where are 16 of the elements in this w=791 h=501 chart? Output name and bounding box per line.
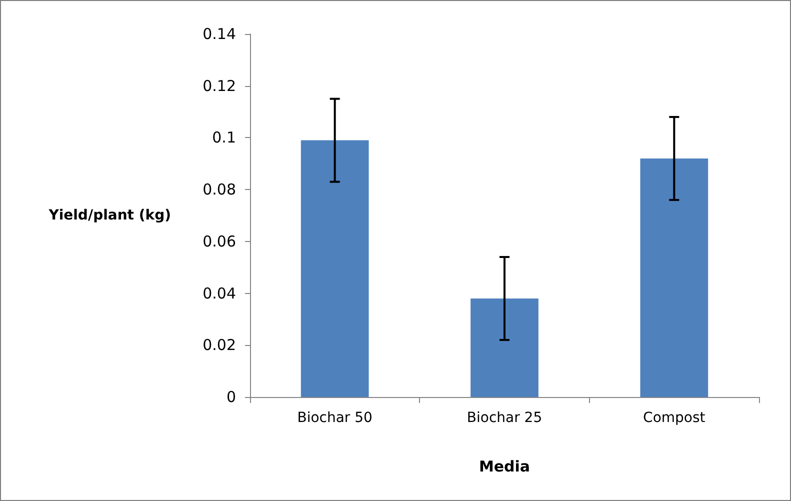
bar bbox=[470, 298, 538, 397]
x-tick-label: Compost bbox=[643, 410, 706, 426]
y-tick-label: 0.12 bbox=[202, 76, 236, 95]
x-tick-label: Biochar 50 bbox=[297, 410, 372, 426]
y-tick-label: 0.06 bbox=[202, 232, 236, 250]
y-tick-label: 0.08 bbox=[202, 180, 236, 199]
y-tick-label: 0.14 bbox=[202, 25, 236, 43]
bar bbox=[300, 140, 369, 397]
bar bbox=[640, 158, 708, 397]
y-axis-title: Yield/plant (kg) bbox=[48, 208, 171, 224]
x-axis-title: Media bbox=[478, 458, 530, 476]
y-tick-label: 0.1 bbox=[212, 128, 236, 147]
y-tick-label: 0 bbox=[226, 388, 236, 406]
y-tick-label: 0.02 bbox=[202, 336, 236, 354]
x-tick-label: Biochar 25 bbox=[466, 410, 542, 426]
y-tick-label: 0.04 bbox=[202, 284, 236, 302]
